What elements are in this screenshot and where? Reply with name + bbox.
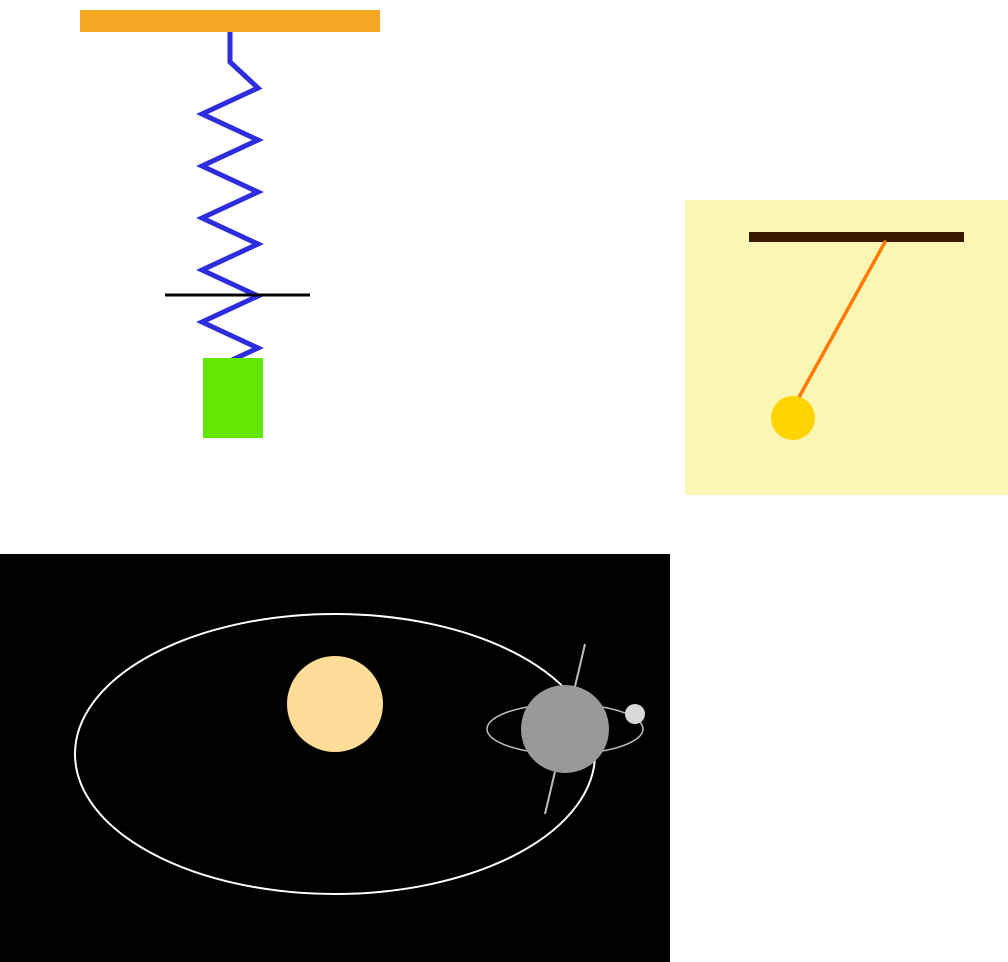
pendulum-svg — [685, 200, 1008, 495]
orbit-moon — [625, 704, 645, 724]
orbit-planet — [521, 685, 609, 773]
spring-mass-block — [203, 358, 263, 438]
pendulum-support-bar — [749, 232, 964, 242]
orbit-panel — [0, 554, 670, 962]
pendulum-rod — [793, 242, 885, 408]
orbit-svg — [0, 554, 670, 962]
spring-ceiling — [80, 10, 380, 32]
spring-coil — [202, 32, 258, 389]
spring-mass-svg — [0, 0, 470, 520]
pendulum-panel — [685, 200, 1008, 495]
spring-mass-panel — [0, 0, 470, 520]
orbit-sun — [287, 656, 383, 752]
pendulum-bob — [771, 396, 815, 440]
